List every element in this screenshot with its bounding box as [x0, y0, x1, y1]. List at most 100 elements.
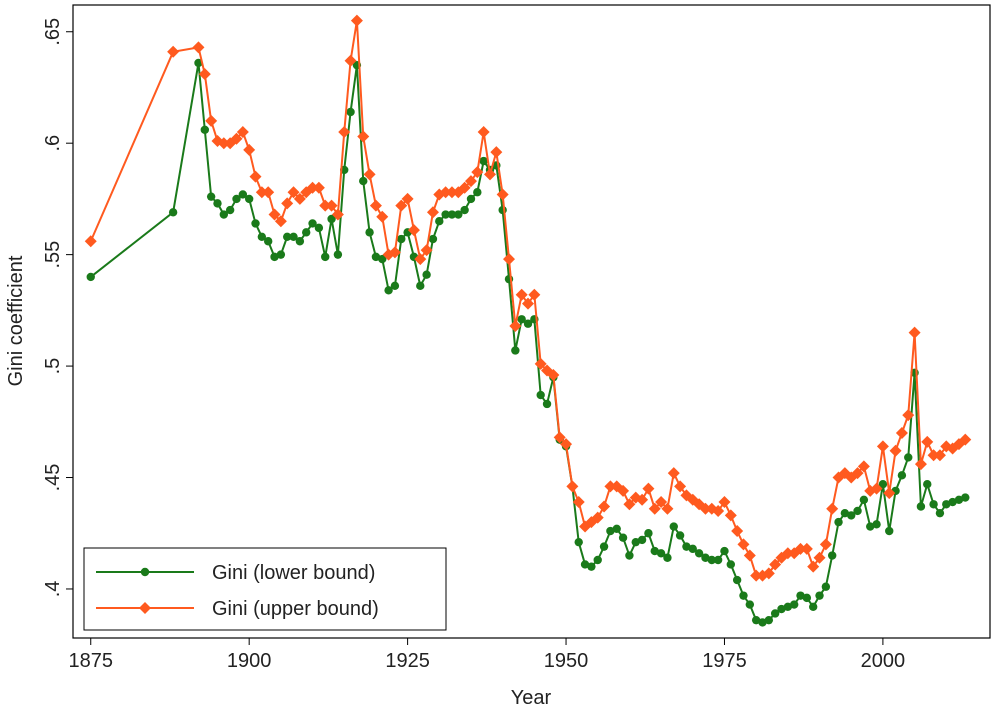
marker: [751, 615, 761, 625]
marker: [927, 449, 940, 462]
y-tick-label: .4: [42, 581, 64, 598]
marker: [644, 529, 653, 538]
marker: [800, 542, 813, 555]
marker: [954, 495, 964, 505]
marker: [270, 252, 279, 262]
legend-label: Gini (upper bound): [212, 598, 379, 620]
y-tick-label: .6: [42, 135, 64, 152]
marker: [466, 194, 476, 204]
marker: [623, 498, 636, 511]
marker: [243, 143, 256, 156]
marker: [655, 496, 668, 509]
marker: [445, 186, 458, 199]
marker: [306, 181, 319, 194]
marker: [897, 471, 907, 480]
marker: [895, 426, 908, 439]
marker: [140, 567, 150, 577]
marker: [257, 232, 267, 242]
marker: [378, 254, 387, 264]
marker: [794, 542, 807, 555]
marker: [333, 250, 343, 259]
y-tick-label: .55: [42, 241, 64, 269]
marker: [517, 315, 526, 324]
marker: [574, 537, 583, 547]
marker: [238, 190, 248, 199]
marker: [560, 438, 573, 451]
marker: [872, 520, 881, 529]
marker: [712, 504, 725, 517]
marker: [834, 517, 843, 527]
marker: [282, 232, 292, 242]
marker: [205, 114, 218, 127]
x-tick-label: 1925: [385, 650, 430, 672]
marker: [770, 609, 780, 618]
marker: [236, 126, 249, 139]
marker: [948, 497, 957, 507]
marker: [750, 569, 763, 582]
marker: [219, 210, 229, 219]
marker: [876, 440, 889, 453]
x-tick-label: 1975: [702, 650, 747, 672]
marker: [397, 234, 406, 244]
marker: [357, 130, 370, 143]
marker: [553, 431, 566, 444]
marker: [139, 602, 151, 614]
marker: [268, 208, 281, 221]
marker: [477, 126, 490, 139]
marker: [244, 194, 254, 204]
marker: [390, 281, 400, 291]
y-tick-label: .45: [42, 464, 64, 492]
marker: [908, 326, 921, 339]
marker: [503, 253, 516, 266]
marker: [959, 433, 972, 446]
marker: [783, 602, 793, 611]
marker: [870, 482, 883, 495]
marker: [802, 593, 812, 603]
x-tick-label: 1900: [227, 650, 272, 672]
marker: [813, 551, 826, 564]
x-tick-label: 2000: [861, 650, 906, 672]
marker: [454, 210, 463, 219]
marker: [198, 68, 211, 81]
marker: [365, 228, 374, 237]
marker: [764, 615, 774, 625]
marker: [251, 219, 260, 228]
marker: [255, 186, 268, 199]
marker: [414, 253, 427, 266]
marker: [777, 604, 786, 614]
marker: [604, 480, 617, 493]
marker: [612, 524, 621, 533]
marker: [663, 553, 672, 562]
marker: [648, 502, 661, 515]
marker: [762, 567, 775, 580]
marker: [921, 435, 934, 448]
marker: [866, 522, 875, 531]
marker: [369, 199, 382, 212]
marker: [206, 192, 216, 201]
marker: [914, 458, 927, 471]
marker: [287, 186, 300, 199]
plot-frame: [72, 4, 991, 639]
marker: [426, 206, 439, 219]
marker: [490, 146, 503, 159]
marker: [262, 186, 275, 199]
marker: [637, 535, 647, 545]
marker: [674, 480, 687, 493]
marker: [230, 132, 243, 145]
marker: [441, 210, 450, 219]
marker: [593, 555, 602, 565]
marker: [547, 368, 560, 381]
marker: [826, 502, 839, 515]
marker: [86, 272, 95, 282]
marker: [308, 219, 317, 228]
marker: [840, 508, 850, 518]
marker: [572, 496, 585, 509]
marker: [961, 493, 970, 502]
marker: [618, 533, 628, 542]
marker: [439, 186, 452, 199]
marker: [536, 390, 545, 400]
marker: [194, 58, 203, 68]
marker: [346, 107, 355, 117]
marker: [428, 234, 438, 244]
marker: [701, 553, 710, 562]
